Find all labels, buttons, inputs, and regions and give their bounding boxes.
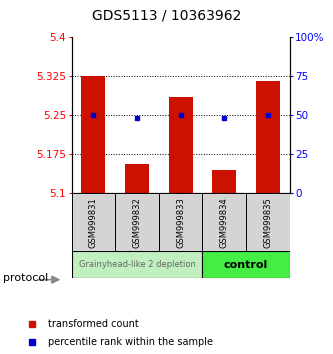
Bar: [81, 76, 106, 193]
Text: GSM999833: GSM999833: [176, 197, 185, 247]
Bar: [159, 193, 202, 251]
Bar: [202, 251, 290, 278]
Bar: [125, 164, 149, 193]
Text: GSM999832: GSM999832: [133, 197, 142, 247]
Text: control: control: [224, 259, 268, 270]
Text: GDS5113 / 10363962: GDS5113 / 10363962: [92, 9, 241, 23]
Bar: [246, 193, 290, 251]
Bar: [168, 97, 193, 193]
Text: transformed count: transformed count: [48, 319, 138, 329]
Text: protocol: protocol: [3, 273, 49, 283]
Text: GSM999835: GSM999835: [263, 197, 272, 247]
Bar: [72, 251, 202, 278]
Text: percentile rank within the sample: percentile rank within the sample: [48, 337, 212, 347]
Bar: [202, 193, 246, 251]
Bar: [115, 193, 159, 251]
Bar: [72, 193, 115, 251]
Text: GSM999831: GSM999831: [89, 197, 98, 247]
Text: Grainyhead-like 2 depletion: Grainyhead-like 2 depletion: [79, 260, 195, 269]
Bar: [256, 81, 280, 193]
Bar: [212, 170, 236, 193]
Text: GSM999834: GSM999834: [220, 197, 229, 247]
